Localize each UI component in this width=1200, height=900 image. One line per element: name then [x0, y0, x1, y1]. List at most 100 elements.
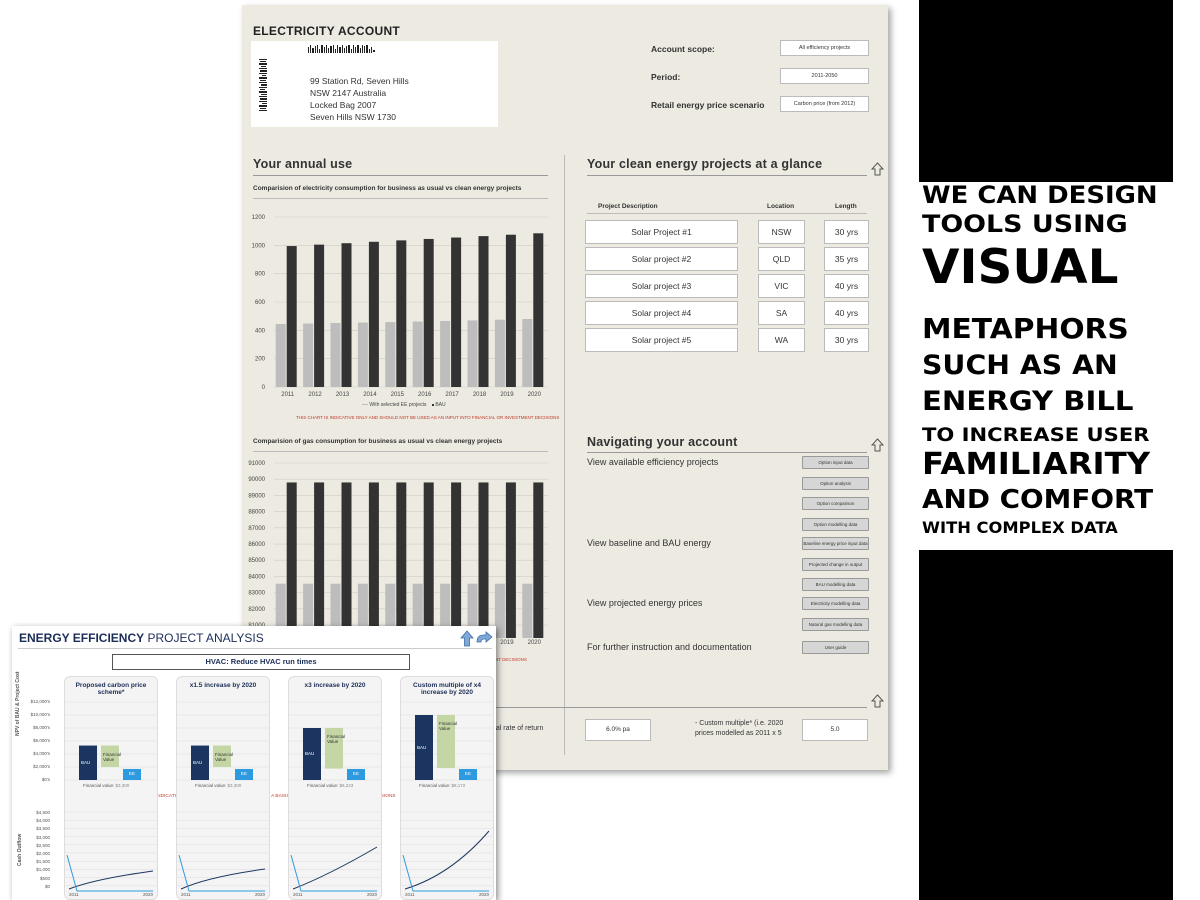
slogan-line: TOOLS USING: [922, 210, 1128, 238]
project-length-field[interactable]: 35 yrs: [824, 247, 869, 271]
slogan-panel: WE CAN DESIGN TOOLS USING VISUAL METAPHO…: [919, 182, 1173, 550]
project-length-field[interactable]: 30 yrs: [824, 328, 869, 352]
y-tick-label: 82000: [248, 607, 265, 613]
nav-button[interactable]: Baseline energy price input data: [802, 537, 869, 550]
nav-button[interactable]: Option modelling data: [802, 517, 869, 531]
nav-button[interactable]: Electricity modelling data: [802, 597, 869, 610]
y-tick-label: 400: [255, 328, 266, 334]
year-end-label: 2020: [143, 892, 154, 897]
financial-value-prefix: Financial value:: [195, 783, 228, 788]
scroll-up-arrow-icon[interactable]: [871, 162, 884, 176]
barcode-top-icon: [308, 45, 375, 53]
rate-of-return-field[interactable]: 6.0% pa: [585, 719, 651, 741]
scenario-title: Custom multiple of x4 increase by 2020: [413, 682, 481, 696]
project-location-field[interactable]: QLD: [758, 247, 805, 271]
y-tick-label: 83000: [248, 591, 265, 597]
location-header: Location: [767, 203, 795, 210]
project-location-field[interactable]: WA: [758, 328, 805, 352]
project-location-field[interactable]: VIC: [758, 274, 805, 298]
bar-ee: [275, 323, 286, 387]
address-line: Locked Bag 2007: [310, 100, 377, 110]
bar-bau: [303, 728, 321, 780]
slogan-line: WE CAN DESIGN: [922, 181, 1158, 209]
gas-chart-caption: Comparision of gas consumption for busin…: [253, 438, 503, 445]
nav-button[interactable]: Natural gas modelling data: [802, 617, 869, 631]
financial-value-caption: Financial value: $6,243: [307, 783, 353, 788]
bar-bau: [396, 240, 407, 387]
bar-ee: [303, 323, 314, 387]
financial-value-caption: Financial value: $8,172: [419, 783, 465, 788]
financial-value-prefix: Financial value:: [419, 783, 452, 788]
nav-button[interactable]: Option analysis: [802, 476, 869, 490]
cash-tick-label: $0: [44, 883, 50, 889]
year-end-label: 2020: [255, 892, 266, 897]
custom-multiple-line: prices modelled as 2011 x 5: [695, 730, 782, 737]
projects-underline: [587, 175, 867, 176]
barcode-side-icon: [259, 59, 267, 111]
ee-cash-line: [178, 854, 265, 892]
slogan-line: WITH COMPLEX DATA: [922, 518, 1118, 537]
bar-bau: [368, 482, 379, 638]
cash-tick-label: $4,000: [36, 818, 50, 824]
x-tick-label: 2017: [445, 392, 459, 398]
price-scenario-field[interactable]: Carbon price (from 2012): [780, 96, 869, 112]
efficiency-title: ENERGY EFFICIENCY PROJECT ANALYSIS: [19, 631, 264, 645]
bar-ee: [347, 768, 365, 780]
project-name-field[interactable]: Solar project #4: [585, 301, 738, 325]
bar-financial-value: [101, 745, 119, 767]
y-tick-label: 84000: [248, 574, 265, 580]
bar-bau: [396, 482, 407, 638]
scroll-up-arrow-icon[interactable]: [871, 438, 884, 452]
bar-ee-label: EE: [241, 771, 248, 777]
scenario-panel: Proposed carbon price scheme* BAU Financia…: [64, 676, 158, 900]
project-location-field[interactable]: SA: [758, 301, 805, 325]
bar-bau: [341, 243, 352, 387]
scroll-up-arrow-icon[interactable]: [871, 694, 884, 708]
column-divider: [564, 155, 565, 755]
financial-value-caption: Financial value: $3,300: [83, 783, 129, 788]
caption-underline: [253, 198, 548, 199]
nav-button[interactable]: BAU modelling data: [802, 578, 869, 591]
table-header-line: [587, 213, 867, 214]
nav-button[interactable]: Projected change in output: [802, 557, 869, 571]
project-length-field[interactable]: 30 yrs: [824, 220, 869, 244]
x-tick-label: 2012: [308, 392, 322, 398]
bau-cash-line: [292, 846, 378, 890]
bar-financial-value-label: Financial Value: [215, 751, 234, 762]
slogan-line: AND COMFORT: [922, 485, 1154, 515]
nav-group-label: View projected energy prices: [587, 598, 703, 608]
bar-bau-label: BAU: [305, 751, 315, 756]
project-name-field[interactable]: Solar project #3: [585, 274, 738, 298]
bar-ee: [522, 583, 533, 638]
custom-multiple-field[interactable]: 5.0: [802, 719, 868, 741]
nav-button[interactable]: User guide: [802, 641, 869, 654]
project-location-field[interactable]: NSW: [758, 220, 805, 244]
title-underline: [18, 648, 492, 649]
project-name-field[interactable]: Solar project #2: [585, 247, 738, 271]
period-field[interactable]: 2011-2050: [780, 68, 869, 84]
project-length-field[interactable]: 40 yrs: [824, 274, 869, 298]
nav-button[interactable]: Option input data: [802, 456, 869, 469]
project-name-field[interactable]: Solar project #5: [585, 328, 738, 352]
nav-button[interactable]: Option comparison: [802, 497, 869, 510]
project-name-field[interactable]: Solar Project #1: [585, 220, 738, 244]
npv-axis-label: NPV of BAU & Project Cost: [15, 671, 21, 736]
bar-ee: [467, 583, 478, 638]
bar-ee: [357, 583, 368, 638]
electricity-legend: With selected EE projects BAU: [362, 402, 446, 408]
bar-ee: [440, 583, 451, 638]
bar-ee: [459, 768, 477, 780]
scenario-chart: [177, 701, 269, 892]
project-length-field[interactable]: 40 yrs: [824, 301, 869, 325]
navigation-arrows-icon[interactable]: [459, 630, 493, 648]
address-line: Seven Hills NSW 1730: [310, 112, 396, 122]
bar-ee: [494, 583, 505, 638]
annual-use-underline: [253, 175, 548, 176]
financial-value-amount: $8,172: [451, 783, 466, 788]
electricity-consumption-chart: 0 200 400 600 800 1000 1200 2011 2012 2013 2014 201…: [252, 215, 548, 398]
bar-ee: [440, 320, 451, 387]
account-scope-field[interactable]: All efficiency projects: [780, 40, 869, 56]
bar-bau-label: BAU: [81, 759, 91, 765]
scenario-title: Proposed carbon price scheme*: [75, 682, 147, 696]
bar-bau: [341, 482, 352, 638]
